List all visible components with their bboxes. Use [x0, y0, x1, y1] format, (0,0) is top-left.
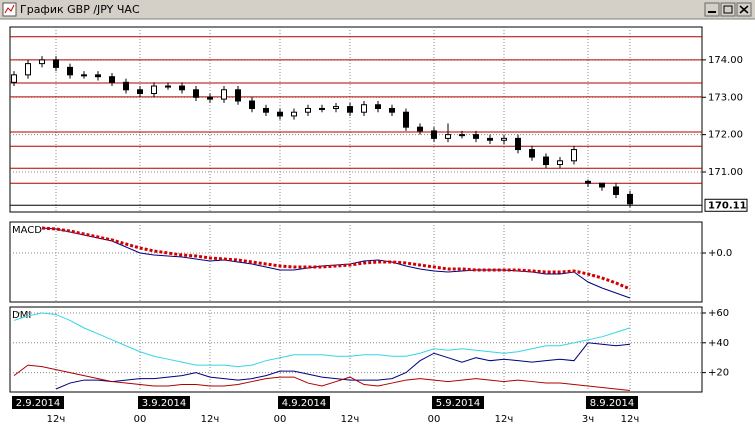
- candle-body: [53, 59, 59, 68]
- candle-body: [389, 107, 395, 113]
- candle-body: [361, 104, 367, 113]
- candle-body: [375, 104, 381, 109]
- candle-body: [235, 89, 241, 102]
- candle-body: [277, 111, 283, 117]
- candle-body: [165, 85, 171, 88]
- candle-body: [557, 160, 563, 166]
- y-tick-label: +20: [708, 368, 729, 379]
- candle-body: [25, 63, 31, 76]
- candle-body: [501, 137, 507, 141]
- indicator-line: [13, 312, 631, 368]
- candle-body: [179, 85, 185, 91]
- candle-body: [207, 96, 213, 100]
- candle-body: [543, 156, 549, 166]
- candle-body: [473, 134, 479, 139]
- panel: [9, 306, 703, 393]
- candle-body: [193, 89, 199, 98]
- panel-title: MACD: [12, 225, 42, 236]
- candle-body: [487, 137, 493, 141]
- date-label: 3.9.2014: [142, 398, 187, 409]
- date-label-box: [278, 396, 330, 409]
- close-glyph: [739, 5, 749, 14]
- candle-body: [39, 59, 45, 65]
- panel-title: DMI: [12, 310, 31, 321]
- candle-body: [249, 100, 255, 109]
- y-tick-label: 174.00: [708, 55, 743, 66]
- date-label-box: [432, 396, 484, 409]
- candle-body: [221, 89, 227, 100]
- candle-body: [515, 137, 521, 151]
- candle-body: [81, 74, 87, 77]
- y-tick-label: +60: [708, 308, 729, 319]
- y-tick-label: 172.00: [708, 130, 743, 141]
- x-tick-label: 12ч: [47, 414, 66, 425]
- x-tick-label: 3ч: [582, 414, 594, 425]
- indicator-line: [13, 364, 631, 392]
- candle-body: [431, 130, 437, 139]
- candle-body: [291, 111, 297, 117]
- candle-body: [109, 76, 115, 83]
- candle-body: [137, 89, 143, 95]
- date-label-box: [586, 396, 638, 409]
- minimize-button[interactable]: [704, 2, 720, 17]
- candle-body: [263, 107, 269, 113]
- candle-body: [627, 193, 633, 205]
- date-label: 8.9.2014: [590, 398, 635, 409]
- y-tick-label: 171.00: [708, 167, 743, 178]
- candle-body: [151, 85, 157, 95]
- candle-body: [123, 81, 129, 91]
- date-label: 5.9.2014: [436, 398, 481, 409]
- date-label-box: [12, 396, 64, 409]
- x-tick-label: 12ч: [341, 414, 360, 425]
- last-price-label: 170.11: [708, 200, 747, 211]
- x-tick-label: 12ч: [621, 414, 640, 425]
- panel: [9, 221, 703, 303]
- date-label: 2.9.2014: [16, 398, 61, 409]
- x-tick-label: 00: [134, 414, 147, 425]
- candle-body: [459, 134, 465, 137]
- y-tick-label: 173.00: [708, 92, 743, 103]
- candle-body: [599, 182, 605, 188]
- candle-body: [445, 134, 451, 139]
- candle-body: [403, 111, 409, 128]
- x-tick-label: 12ч: [495, 414, 514, 425]
- y-tick-label: +40: [708, 338, 729, 349]
- candle-body: [95, 74, 101, 78]
- candle-body: [613, 186, 619, 195]
- candle-body: [529, 149, 535, 158]
- candle-body: [585, 180, 591, 184]
- last-price-box: [704, 198, 748, 212]
- candle-body: [333, 106, 339, 109]
- date-label-box: [138, 396, 190, 409]
- candle-body: [319, 107, 325, 110]
- maximize-button[interactable]: [720, 2, 736, 17]
- indicator-line: [41, 226, 631, 291]
- candle-body: [305, 107, 311, 113]
- date-label: 4.9.2014: [282, 398, 327, 409]
- candle-body: [347, 106, 353, 113]
- window-title: График GBP /JPY ЧАС: [20, 3, 140, 16]
- candle-body: [417, 126, 423, 132]
- x-tick-label: 12ч: [201, 414, 220, 425]
- x-tick-label: 00: [428, 414, 441, 425]
- candle-body: [67, 66, 73, 76]
- window-icon-glyph: [4, 4, 15, 14]
- candle-body: [571, 149, 577, 162]
- panel: [9, 26, 703, 213]
- candle-body: [11, 74, 17, 83]
- title-bar: [0, 0, 755, 19]
- y-tick-label: +0.0: [708, 248, 732, 259]
- maximize-glyph: [723, 5, 733, 14]
- x-tick-label: 00: [274, 414, 287, 425]
